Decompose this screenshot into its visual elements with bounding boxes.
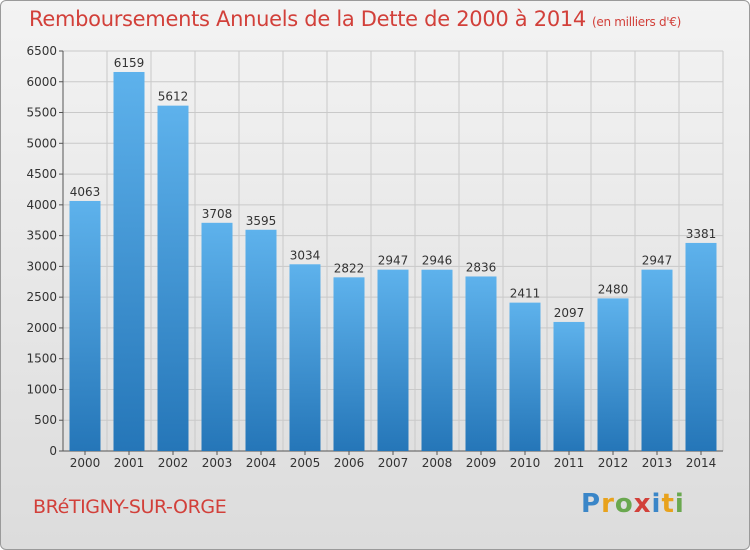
bar xyxy=(377,269,409,451)
bar xyxy=(465,276,497,451)
x-tick-label: 2009 xyxy=(466,456,497,470)
x-tick-label: 2006 xyxy=(334,456,365,470)
bar-value-label: 2836 xyxy=(466,260,497,274)
y-tick-label: 1500 xyxy=(26,352,57,366)
bar xyxy=(597,298,629,451)
bar xyxy=(333,277,365,451)
bar-value-label: 2947 xyxy=(642,254,673,268)
bar xyxy=(201,222,233,451)
y-tick-label: 2500 xyxy=(26,290,57,304)
bar-value-label: 3595 xyxy=(246,214,277,228)
bar-value-label: 6159 xyxy=(114,56,145,70)
y-tick-label: 1000 xyxy=(26,382,57,396)
logo-letter: P xyxy=(581,489,602,519)
bar xyxy=(641,269,673,451)
x-tick-label: 2011 xyxy=(554,456,585,470)
bar xyxy=(685,242,717,451)
bar-value-label: 2480 xyxy=(598,282,629,296)
logo-letter: i xyxy=(674,489,685,519)
y-tick-label: 3000 xyxy=(26,259,57,273)
bar xyxy=(245,229,277,451)
logo-letter: o xyxy=(614,489,634,519)
proxiti-logo[interactable]: Proxiti xyxy=(581,489,685,519)
logo-letter: r xyxy=(601,489,615,519)
bar xyxy=(421,269,453,451)
y-tick-label: 4000 xyxy=(26,198,57,212)
bar-value-label: 2411 xyxy=(510,287,541,301)
x-tick-label: 2013 xyxy=(642,456,673,470)
x-tick-label: 2005 xyxy=(290,456,321,470)
x-tick-labels: 2000 2001 2002 2003 2004 2005 2006 2007 2008 2009… xyxy=(70,456,717,470)
y-tick-label: 500 xyxy=(34,413,57,427)
bar-value-label: 2946 xyxy=(422,254,453,268)
bar xyxy=(553,321,585,451)
y-tick-label: 2000 xyxy=(26,321,57,335)
city-name: BRéTIGNY-SUR-ORGE xyxy=(33,496,227,518)
bar-value-label: 2822 xyxy=(334,261,365,275)
y-tick-labels: 0 500 1000 1500 2000 2500 3000 3500 4000 4500 5000… xyxy=(26,44,57,458)
bars xyxy=(69,71,717,452)
data-labels: 4063 6159 5612 3708 3595 3034 2822 2947 2946 2836… xyxy=(70,56,717,320)
bar-value-label: 2947 xyxy=(378,254,409,268)
bar-value-label: 3381 xyxy=(686,227,717,241)
x-tick-label: 2004 xyxy=(246,456,277,470)
logo-letter: t xyxy=(661,489,675,519)
y-tick-label: 5000 xyxy=(26,136,57,150)
y-tick-label: 4500 xyxy=(26,167,57,181)
x-tick-label: 2001 xyxy=(114,456,145,470)
x-tick-label: 2000 xyxy=(70,456,101,470)
x-tick-label: 2014 xyxy=(686,456,717,470)
chart-title-text: Remboursements Annuels de la Dette de 20… xyxy=(29,7,586,31)
bar xyxy=(69,200,101,451)
bar xyxy=(113,71,145,451)
x-tick-label: 2010 xyxy=(510,456,541,470)
x-tick-label: 2002 xyxy=(158,456,189,470)
y-tick-label: 0 xyxy=(49,444,57,458)
bar-value-label: 3708 xyxy=(202,207,233,221)
logo-letter: x xyxy=(633,489,652,519)
y-tick-label: 6500 xyxy=(26,44,57,58)
bar xyxy=(157,105,189,452)
bar-value-label: 2097 xyxy=(554,306,585,320)
x-tick-label: 2012 xyxy=(598,456,629,470)
chart-title: Remboursements Annuels de la Dette de 20… xyxy=(29,7,681,31)
chart-subtitle: (en milliers d'€) xyxy=(592,15,682,29)
x-tick-label: 2007 xyxy=(378,456,409,470)
y-tick-label: 6000 xyxy=(26,75,57,89)
bar xyxy=(289,264,321,451)
bar-value-label: 5612 xyxy=(158,90,189,104)
logo-letter: i xyxy=(651,489,662,519)
y-tick-label: 5500 xyxy=(26,106,57,120)
bar-value-label: 4063 xyxy=(70,185,101,199)
y-tick-label: 3500 xyxy=(26,229,57,243)
x-tick-label: 2008 xyxy=(422,456,453,470)
bar xyxy=(509,302,541,451)
x-tick-label: 2003 xyxy=(202,456,233,470)
bar-value-label: 3034 xyxy=(290,248,321,262)
